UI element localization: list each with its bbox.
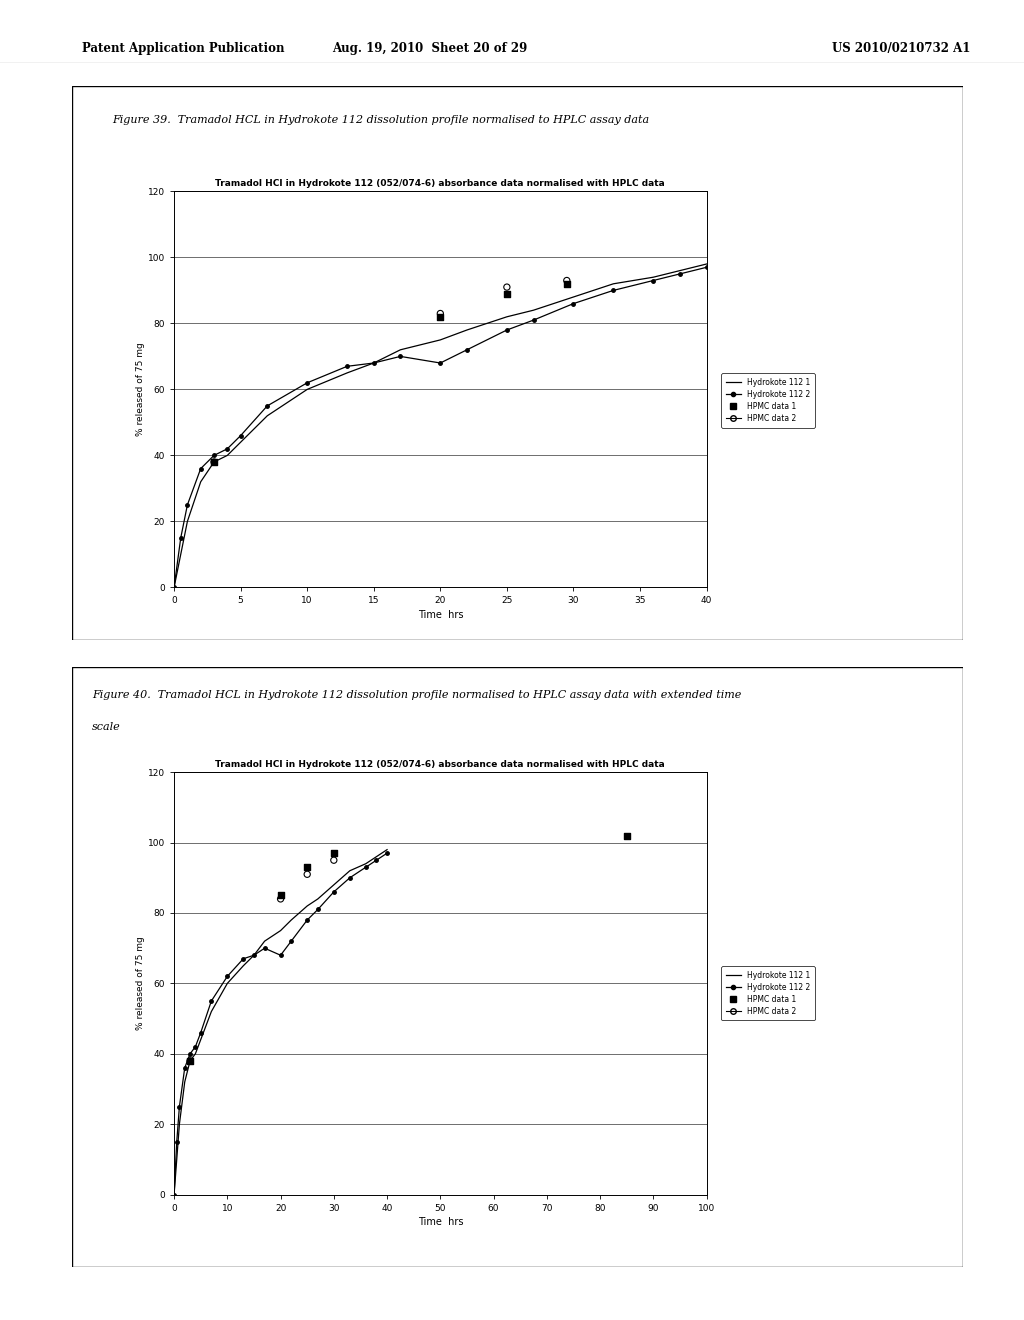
Text: US 2010/0210732 A1: US 2010/0210732 A1 bbox=[831, 42, 971, 55]
Point bbox=[299, 857, 315, 878]
Point bbox=[432, 306, 449, 327]
Point bbox=[432, 304, 449, 325]
Point bbox=[182, 1051, 199, 1072]
Text: Figure 40.  Tramadol HCL in Hydrokote 112 dissolution profile normalised to HPLC: Figure 40. Tramadol HCL in Hydrokote 112… bbox=[92, 690, 741, 701]
Point bbox=[206, 451, 222, 473]
Point bbox=[618, 825, 635, 846]
Legend: Hydrokote 112 1, Hydrokote 112 2, HPMC data 1, HPMC data 2: Hydrokote 112 1, Hydrokote 112 2, HPMC d… bbox=[721, 374, 815, 428]
Point bbox=[272, 888, 289, 909]
Text: scale: scale bbox=[92, 722, 121, 733]
Text: Aug. 19, 2010  Sheet 20 of 29: Aug. 19, 2010 Sheet 20 of 29 bbox=[333, 42, 527, 55]
Point bbox=[499, 277, 515, 298]
Point bbox=[272, 884, 289, 906]
X-axis label: Time  hrs: Time hrs bbox=[418, 610, 463, 619]
Text: Patent Application Publication: Patent Application Publication bbox=[82, 42, 285, 55]
Y-axis label: % released of 75 mg: % released of 75 mg bbox=[136, 936, 145, 1031]
Point bbox=[206, 451, 222, 473]
Point bbox=[299, 863, 315, 884]
Title: Tramadol HCl in Hydrokote 112 (052/074-6) absorbance data normalised with HPLC d: Tramadol HCl in Hydrokote 112 (052/074-6… bbox=[215, 759, 666, 768]
Point bbox=[326, 850, 342, 871]
X-axis label: Time  hrs: Time hrs bbox=[418, 1217, 463, 1226]
Point bbox=[559, 273, 575, 294]
Point bbox=[559, 271, 575, 292]
Legend: Hydrokote 112 1, Hydrokote 112 2, HPMC data 1, HPMC data 2: Hydrokote 112 1, Hydrokote 112 2, HPMC d… bbox=[721, 966, 815, 1020]
Point bbox=[326, 842, 342, 863]
Title: Tramadol HCl in Hydrokote 112 (052/074-6) absorbance data normalised with HPLC d: Tramadol HCl in Hydrokote 112 (052/074-6… bbox=[215, 178, 666, 187]
FancyBboxPatch shape bbox=[72, 667, 963, 1267]
Y-axis label: % released of 75 mg: % released of 75 mg bbox=[136, 342, 145, 437]
Point bbox=[182, 1051, 199, 1072]
FancyBboxPatch shape bbox=[72, 86, 963, 640]
Point bbox=[499, 284, 515, 305]
Text: Figure 39.  Tramadol HCL in Hydrokote 112 dissolution profile normalised to HPLC: Figure 39. Tramadol HCL in Hydrokote 112… bbox=[113, 115, 650, 125]
